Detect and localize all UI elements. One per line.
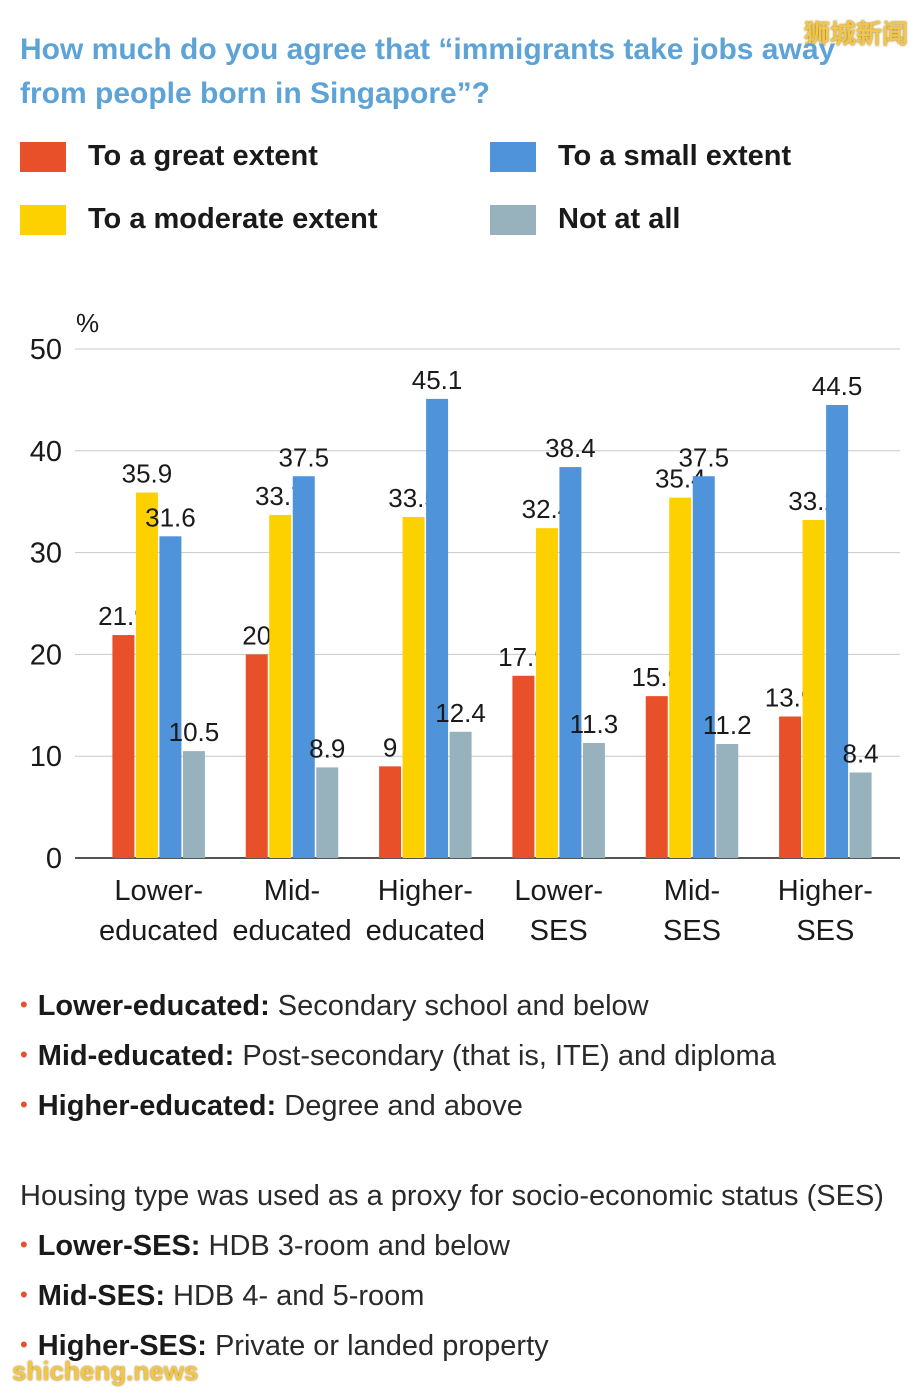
bar: [779, 716, 802, 858]
note-term: Lower-educated:: [37, 990, 270, 1022]
data-label: 8.9: [309, 733, 345, 763]
housing-intro: Housing type was used as a proxy for soc…: [20, 1180, 884, 1212]
y-tick-label: 50: [30, 334, 62, 366]
note-desc: Degree and above: [276, 1090, 523, 1122]
bullet-icon: •: [20, 1232, 28, 1257]
note-mid-ses: • Mid-SES: HDB 4- and 5-room: [20, 1280, 424, 1313]
data-label: 9: [383, 732, 397, 762]
bar: [512, 675, 535, 858]
data-label: 44.5: [812, 371, 863, 401]
note-term: Higher-SES:: [37, 1330, 207, 1362]
note-mid-educated: • Mid-educated: Post-secondary (that is, …: [20, 1040, 776, 1073]
x-tick-label: educated: [366, 915, 485, 947]
x-tick-label: Mid-: [264, 875, 320, 907]
bar: [849, 772, 872, 858]
x-tick-label: SES: [663, 915, 721, 947]
legend-item-moderate: To a moderate extent: [20, 203, 378, 236]
legend-item-great: To a great extent: [20, 140, 318, 173]
y-tick-label: 20: [30, 639, 62, 671]
legend-swatch-not-at-all: [490, 204, 536, 235]
bar: [159, 536, 182, 858]
data-label: 38.4: [545, 433, 596, 463]
data-label: 31.6: [145, 502, 196, 532]
legend-swatch-small: [490, 141, 536, 172]
note-desc: HDB 3-room and below: [200, 1230, 510, 1262]
bullet-icon: •: [20, 1282, 28, 1307]
chart-title: How much do you agree that “immigrants t…: [20, 33, 836, 110]
x-tick-label: SES: [530, 915, 588, 947]
bar: [292, 476, 315, 858]
legend-label-not-at-all: Not at all: [558, 203, 681, 235]
x-tick-label: educated: [232, 915, 351, 947]
note-lower-ses: • Lower-SES: HDB 3-room and below: [20, 1230, 510, 1263]
data-label: 10.5: [169, 717, 220, 747]
note-higher-ses: • Higher-SES: Private or landed property: [20, 1330, 549, 1363]
data-label: 20: [242, 620, 271, 650]
note-higher-educated: • Higher-educated: Degree and above: [20, 1090, 523, 1123]
y-tick-label: 10: [30, 741, 62, 773]
note-term: Higher-educated:: [37, 1090, 277, 1122]
bar: [135, 492, 158, 858]
bar: [669, 497, 692, 858]
bar: [449, 731, 472, 858]
note-desc: Post-secondary (that is, ITE) and diplom…: [234, 1040, 776, 1072]
note-term: Mid-SES:: [37, 1280, 165, 1312]
x-tick-label: educated: [99, 915, 218, 947]
data-label: 8.4: [843, 738, 879, 768]
data-label: 37.5: [678, 442, 729, 472]
legend-label-small: To a small extent: [558, 140, 792, 172]
x-tick-label: Higher-: [778, 875, 873, 907]
data-label: 12.4: [435, 698, 486, 728]
watermark-top: 狮城新闻: [803, 19, 908, 49]
bar: [802, 520, 825, 858]
note-term: Lower-SES:: [37, 1230, 201, 1262]
note-lower-educated: • Lower-educated: Secondary school and be…: [20, 990, 649, 1023]
data-label: 45.1: [412, 365, 463, 395]
bar: [402, 516, 425, 858]
x-tick-label: Lower-: [114, 875, 203, 907]
legend-item-small: To a small extent: [490, 140, 791, 173]
y-tick-label: 40: [30, 436, 62, 468]
data-label: 37.5: [278, 442, 329, 472]
bar: [245, 654, 268, 858]
x-tick-label: Lower-: [514, 875, 603, 907]
y-tick-label: 30: [30, 538, 62, 570]
legend-label-great: To a great extent: [88, 140, 318, 172]
x-tick-label: Mid-: [664, 875, 720, 907]
bullet-icon: •: [20, 992, 28, 1017]
bar: [559, 467, 582, 858]
data-label: 11.3: [570, 709, 619, 739]
bar: [112, 635, 135, 858]
note-desc: Secondary school and below: [269, 990, 649, 1022]
legend-swatch-moderate: [20, 204, 66, 235]
watermark-bottom: shicheng.news: [12, 1356, 199, 1386]
bullet-icon: •: [20, 1332, 28, 1357]
x-tick-label: SES: [796, 915, 854, 947]
bar: [826, 404, 849, 858]
legend-item-not-at-all: Not at all: [490, 203, 680, 236]
note-desc: Private or landed property: [206, 1330, 549, 1362]
y-tick-label: 0: [46, 843, 62, 875]
bar: [426, 398, 449, 858]
data-label: 11.2: [703, 710, 752, 740]
bar: [645, 696, 668, 858]
legend-label-moderate: To a moderate extent: [88, 203, 378, 235]
bar: [379, 766, 402, 858]
note-desc: HDB 4- and 5-room: [164, 1280, 425, 1312]
x-tick-label: Higher-: [378, 875, 473, 907]
bar: [316, 767, 339, 858]
bar-chart: 01020304050%21.935.931.610.5Lower-educat…: [30, 308, 900, 947]
bar: [692, 476, 715, 858]
bar: [535, 528, 558, 858]
note-term: Mid-educated:: [37, 1040, 235, 1072]
bar: [182, 751, 205, 858]
bullet-icon: •: [20, 1042, 28, 1067]
data-label: 35.9: [122, 459, 173, 489]
bullet-icon: •: [20, 1092, 28, 1117]
bar: [269, 514, 292, 858]
bar: [716, 743, 739, 858]
bar: [582, 742, 605, 858]
legend-swatch-great: [20, 141, 66, 172]
y-axis-label: %: [76, 308, 99, 338]
